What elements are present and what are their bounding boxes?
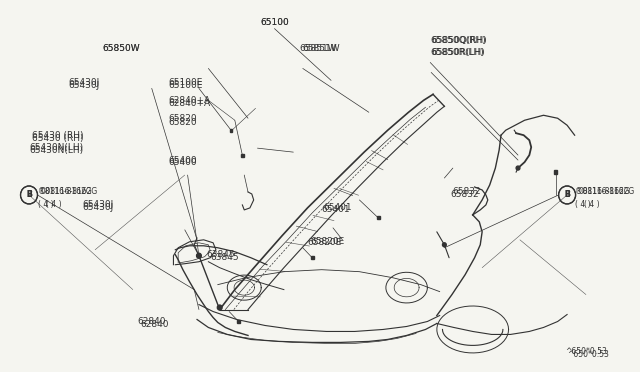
Bar — [554, 170, 557, 174]
Text: 65430 (RH): 65430 (RH) — [32, 134, 84, 143]
Text: 65430N(LH): 65430N(LH) — [29, 142, 84, 152]
Text: ®08116-8162G: ®08116-8162G — [38, 187, 98, 196]
Text: 65851W: 65851W — [303, 44, 340, 53]
Text: 62840: 62840 — [138, 317, 166, 326]
Text: B: B — [26, 190, 32, 199]
Text: B: B — [26, 190, 32, 199]
Text: 65430J: 65430J — [68, 81, 100, 90]
Text: ( 4 ): ( 4 ) — [38, 201, 54, 209]
Text: 08116-8162G: 08116-8162G — [579, 187, 630, 196]
Text: 65850Q(RH): 65850Q(RH) — [430, 36, 486, 45]
Text: ^650*0.53: ^650*0.53 — [565, 347, 607, 356]
Text: 65430J: 65430J — [68, 78, 100, 87]
Text: 65820E: 65820E — [307, 238, 342, 247]
Text: B: B — [564, 190, 570, 199]
Bar — [241, 154, 244, 157]
Text: 08116-8162G: 08116-8162G — [40, 187, 92, 196]
Text: 62840+A: 62840+A — [169, 99, 211, 108]
Circle shape — [196, 253, 202, 258]
Text: ( 4 ): ( 4 ) — [46, 201, 61, 209]
Text: B: B — [26, 190, 32, 199]
Circle shape — [442, 243, 446, 247]
Text: 65400: 65400 — [169, 155, 197, 164]
Text: 65832: 65832 — [450, 190, 479, 199]
Text: 65100E: 65100E — [169, 78, 203, 87]
Text: 65401: 65401 — [324, 203, 352, 212]
Text: 65400: 65400 — [169, 158, 197, 167]
Text: 65430J: 65430J — [83, 203, 114, 212]
Text: 65401: 65401 — [322, 205, 350, 214]
Text: 63845: 63845 — [210, 253, 239, 262]
Text: 65820E: 65820E — [310, 237, 344, 246]
Text: 63845: 63845 — [206, 250, 235, 259]
Text: 65100: 65100 — [260, 18, 289, 27]
Text: 65850W: 65850W — [103, 44, 140, 53]
Text: 65850R(LH): 65850R(LH) — [431, 48, 485, 57]
Bar — [230, 129, 232, 132]
Text: 62840: 62840 — [140, 320, 169, 329]
Text: ( 4 ): ( 4 ) — [575, 201, 590, 209]
Text: 65430J: 65430J — [83, 201, 114, 209]
Text: B: B — [564, 190, 570, 199]
Text: 62840+A: 62840+A — [169, 96, 211, 105]
Text: 65820: 65820 — [169, 114, 197, 123]
Text: 65820: 65820 — [169, 118, 197, 127]
Text: ( 4 ): ( 4 ) — [584, 201, 600, 209]
Circle shape — [516, 166, 520, 170]
Circle shape — [218, 305, 222, 310]
Text: 65100E: 65100E — [169, 81, 203, 90]
Text: ®08116-8162G: ®08116-8162G — [575, 187, 634, 196]
Text: 65832: 65832 — [452, 187, 481, 196]
Text: 65430N(LH): 65430N(LH) — [29, 145, 84, 155]
Text: 65100: 65100 — [260, 18, 289, 27]
Text: 65850Q(RH): 65850Q(RH) — [431, 36, 487, 45]
Text: 65850W: 65850W — [103, 44, 140, 53]
Text: 65430 (RH): 65430 (RH) — [32, 131, 84, 140]
Bar — [377, 217, 380, 219]
Bar — [311, 256, 314, 259]
Text: ^650*0.53: ^650*0.53 — [567, 350, 609, 359]
Bar — [237, 320, 240, 323]
Text: 65850R(LH): 65850R(LH) — [430, 48, 484, 57]
Text: 65851W: 65851W — [299, 44, 337, 53]
Text: B: B — [564, 190, 570, 199]
